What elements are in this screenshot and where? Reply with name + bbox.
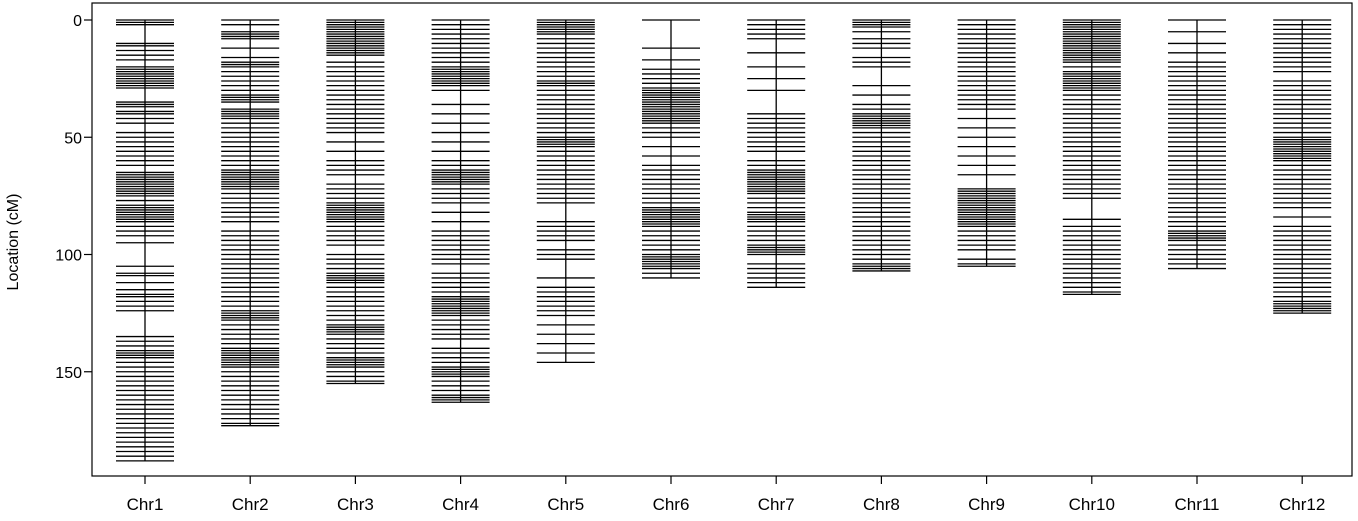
chromosome-chr3 <box>326 19 385 385</box>
chromosome-chr11 <box>1168 19 1226 270</box>
x-tick-label: Chr1 <box>127 495 164 514</box>
x-tick-label: Chr10 <box>1069 495 1115 514</box>
x-tick-label: Chr2 <box>232 495 269 514</box>
chromosome-chr6 <box>642 19 700 279</box>
x-tick-label: Chr8 <box>863 495 900 514</box>
chromosome-chr10 <box>1062 19 1121 296</box>
chromosome-group <box>116 19 1332 462</box>
chromosome-chr12 <box>1273 19 1332 314</box>
y-tick-label: 0 <box>73 13 82 30</box>
y-axis: 0 50 100 150 <box>55 13 92 382</box>
y-tick-label: 50 <box>64 130 82 147</box>
x-axis-labels: Chr1 Chr2 Chr3 Chr4 Chr5 Chr6 Chr7 Chr8 Chr9 Chr1… <box>127 476 1325 514</box>
x-tick-label: Chr4 <box>442 495 479 514</box>
plot-frame <box>91 2 1353 477</box>
x-tick-label: Chr9 <box>968 495 1005 514</box>
x-tick-label: Chr12 <box>1279 495 1325 514</box>
chromosome-chr5 <box>536 19 595 364</box>
y-axis-title: Location (cM) <box>5 194 22 291</box>
y-tick-label: 150 <box>55 365 82 382</box>
chromosome-chr7 <box>747 19 806 288</box>
x-tick-label: Chr6 <box>653 495 690 514</box>
x-tick-label: Chr5 <box>547 495 584 514</box>
chromosome-chr4 <box>431 19 490 403</box>
x-tick-label: Chr11 <box>1174 495 1219 514</box>
x-tick-label: Chr7 <box>758 495 795 514</box>
y-tick-label: 100 <box>55 248 82 265</box>
chromosome-chr2 <box>221 19 280 427</box>
x-tick-label: Chr3 <box>337 495 374 514</box>
chromosome-chr9 <box>957 19 1016 267</box>
chromosome-chr1 <box>116 19 174 462</box>
chromosome-chr8 <box>852 19 911 272</box>
